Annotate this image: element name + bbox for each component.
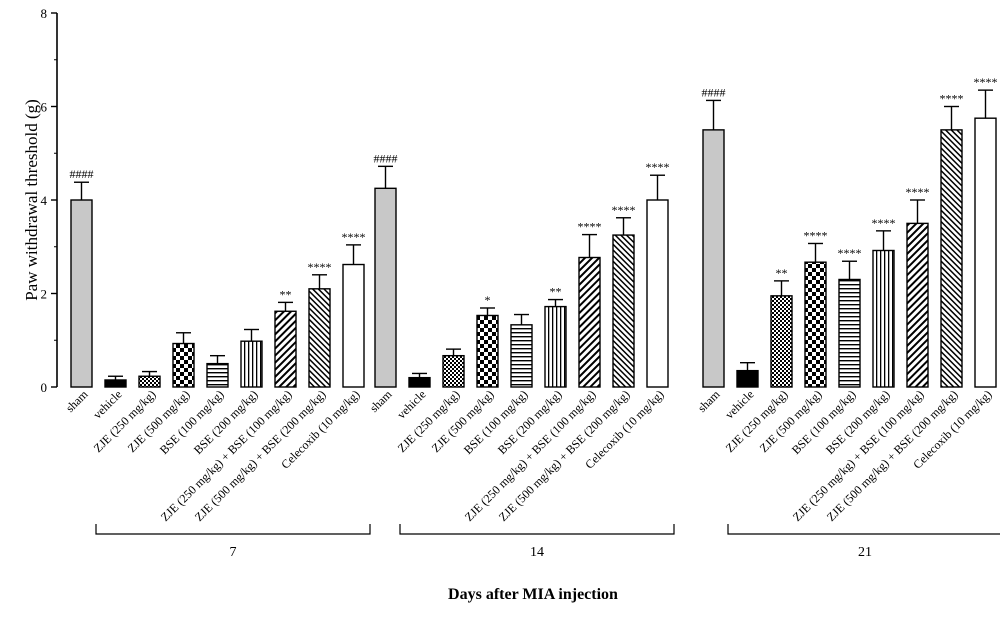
bar: [374, 187, 397, 388]
bar: [70, 199, 93, 388]
group-bracket: [727, 524, 1000, 535]
x-tick-label: sham: [367, 387, 395, 415]
bar: [940, 129, 963, 388]
y-tick-label: 2: [41, 287, 48, 302]
bar: [138, 375, 161, 388]
bar: [308, 288, 331, 388]
significance-label: ****: [308, 260, 332, 274]
bar: [510, 324, 533, 388]
bar: [974, 117, 997, 388]
significance-label: ****: [342, 230, 366, 244]
bar: [736, 369, 759, 388]
group-bracket: [95, 524, 371, 535]
bar: [906, 222, 929, 388]
bar: [770, 295, 793, 388]
x-axis-title: Days after MIA injection: [448, 586, 618, 603]
bar: [578, 256, 601, 388]
group-label: 14: [530, 545, 544, 560]
significance-label: **: [776, 266, 788, 280]
x-tick-label: sham: [695, 387, 723, 415]
y-tick-label: 4: [41, 193, 48, 208]
bar: [804, 261, 827, 388]
significance-label: ****: [838, 246, 862, 260]
significance-label: ****: [940, 92, 964, 106]
significance-label: ****: [612, 203, 636, 217]
bar: [442, 354, 465, 388]
bar: [274, 310, 297, 388]
y-axis-title: Paw withdrawal threshold (g): [22, 99, 41, 301]
significance-label: *: [485, 293, 491, 307]
x-tick-label: sham: [63, 387, 91, 415]
significance-label: ####: [374, 151, 398, 165]
bar: [838, 278, 861, 388]
bar: [104, 379, 127, 388]
significance-label: ****: [872, 216, 896, 230]
group-bracket: [399, 524, 675, 535]
significance-label: **: [280, 287, 292, 301]
bar: [408, 376, 431, 388]
significance-label: ****: [646, 160, 670, 174]
significance-label: **: [550, 285, 562, 299]
significance-label: ****: [578, 220, 602, 234]
y-tick-label: 8: [41, 6, 48, 21]
y-tick-label: 0: [41, 380, 48, 395]
bar: [240, 340, 263, 388]
group-label: 7: [230, 545, 237, 560]
significance-label: ####: [70, 167, 94, 181]
bar: [872, 249, 895, 388]
bar: [172, 342, 195, 388]
significance-label: ****: [974, 75, 998, 89]
bar: [702, 129, 725, 388]
bar: [544, 305, 567, 388]
group-label: 21: [858, 545, 872, 560]
significance-label: ****: [906, 185, 930, 199]
y-tick-label: 6: [41, 100, 48, 115]
bar: [612, 234, 635, 388]
significance-label: ####: [702, 85, 726, 99]
bar: [476, 314, 499, 388]
bar: [342, 263, 365, 388]
bar: [646, 199, 669, 388]
bar: [206, 362, 229, 388]
significance-label: ****: [804, 228, 828, 242]
